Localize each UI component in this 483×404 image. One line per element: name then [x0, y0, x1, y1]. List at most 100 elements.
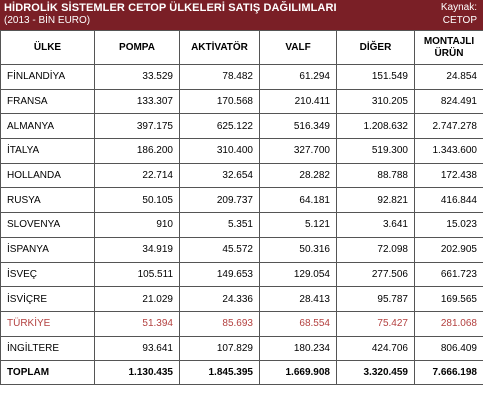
pompa-cell: 51.394: [94, 310, 180, 337]
valf-cell: 28.413: [259, 286, 337, 312]
total-diger-cell: 3.320.459: [336, 360, 415, 386]
diger-cell: 151.549: [336, 64, 415, 90]
pompa-cell: 186.200: [94, 138, 180, 164]
country-cell: TÜRKİYE: [0, 310, 95, 337]
pompa-cell: 910: [94, 212, 180, 238]
valf-cell: 5.121: [259, 212, 337, 238]
montajli-cell: 202.905: [414, 236, 483, 263]
total-aktivator-cell: 1.845.395: [179, 360, 260, 386]
diger-cell: 424.706: [336, 335, 415, 362]
table-row: RUSYA 50.105 209.737 64.181 92.821 416.844: [0, 187, 483, 214]
column-header-valf: VALF: [259, 30, 337, 65]
valf-cell: 516.349: [259, 113, 337, 140]
montajli-cell: 824.491: [414, 88, 483, 115]
country-cell: FİNLANDİYA: [0, 64, 95, 90]
aktivator-cell: 625.122: [179, 113, 260, 140]
montajli-cell: 1.343.600: [414, 138, 483, 164]
country-cell: HOLLANDA: [0, 162, 95, 189]
montajli-cell: 172.438: [414, 162, 483, 189]
table-row: İSVEÇ 105.511 149.653 129.054 277.506 661.723: [0, 261, 483, 288]
valf-cell: 61.294: [259, 64, 337, 90]
aktivator-cell: 24.336: [179, 286, 260, 312]
aktivator-cell: 45.572: [179, 236, 260, 263]
country-cell: SLOVENYA: [0, 212, 95, 238]
aktivator-cell: 209.737: [179, 187, 260, 214]
table-row: FİNLANDİYA 33.529 78.482 61.294 151.549 24.85…: [0, 64, 483, 90]
valf-cell: 68.554: [259, 310, 337, 337]
country-cell: İSVEÇ: [0, 261, 95, 288]
diger-cell: 75.427: [336, 310, 415, 337]
valf-cell: 210.411: [259, 88, 337, 115]
table-row: FRANSA 133.307 170.568 210.411 310.205 824.49…: [0, 88, 483, 115]
pompa-cell: 397.175: [94, 113, 180, 140]
montajli-cell: 24.854: [414, 64, 483, 90]
total-row: TOPLAM 1.130.435 1.845.395 1.669.908 3.320.4…: [0, 360, 483, 386]
valf-cell: 28.282: [259, 162, 337, 189]
diger-cell: 310.205: [336, 88, 415, 115]
source-value: CETOP: [442, 15, 477, 26]
diger-cell: 3.641: [336, 212, 415, 238]
pompa-cell: 133.307: [94, 88, 180, 115]
aktivator-cell: 85.693: [179, 310, 260, 337]
report-header: HİDROLİK SİSTEMLER CETOP ÜLKELERİ SATIŞ …: [0, 0, 483, 30]
country-cell: ALMANYA: [0, 113, 95, 140]
valf-cell: 327.700: [259, 138, 337, 164]
country-cell: İTALYA: [0, 138, 95, 164]
montajli-cell: 15.023: [414, 212, 483, 238]
table-row: İSVİÇRE 21.029 24.336 28.413 95.787 169.565: [0, 286, 483, 312]
aktivator-cell: 170.568: [179, 88, 260, 115]
diger-cell: 1.208.632: [336, 113, 415, 140]
sales-table: ÜLKE POMPA AKTİVATÖR VALF DİĞER MONTAJLI…: [0, 30, 483, 386]
table-body: FİNLANDİYA 33.529 78.482 61.294 151.549 24.85…: [0, 64, 483, 386]
table-row: ALMANYA 397.175 625.122 516.349 1.208.632 2.7…: [0, 113, 483, 140]
diger-cell: 95.787: [336, 286, 415, 312]
montajli-cell: 2.747.278: [414, 113, 483, 140]
aktivator-cell: 32.654: [179, 162, 260, 189]
valf-cell: 129.054: [259, 261, 337, 288]
diger-cell: 519.300: [336, 138, 415, 164]
diger-cell: 88.788: [336, 162, 415, 189]
diger-cell: 277.506: [336, 261, 415, 288]
table-header-row: ÜLKE POMPA AKTİVATÖR VALF DİĞER MONTAJLI…: [0, 30, 483, 65]
column-header-pompa: POMPA: [94, 30, 180, 65]
diger-cell: 72.098: [336, 236, 415, 263]
pompa-cell: 93.641: [94, 335, 180, 362]
country-cell: İSPANYA: [0, 236, 95, 263]
country-cell: İSVİÇRE: [0, 286, 95, 312]
total-pompa-cell: 1.130.435: [94, 360, 180, 386]
aktivator-cell: 107.829: [179, 335, 260, 362]
aktivator-cell: 310.400: [179, 138, 260, 164]
pompa-cell: 22.714: [94, 162, 180, 189]
column-header-country: ÜLKE: [0, 30, 95, 65]
report-subtitle: (2013 - BİN EURO): [4, 15, 91, 26]
montajli-cell: 169.565: [414, 286, 483, 312]
table-row: İNGİLTERE 93.641 107.829 180.234 424.706 806.…: [0, 335, 483, 362]
source-label: Kaynak:: [440, 2, 477, 13]
total-country-cell: TOPLAM: [0, 360, 95, 386]
column-header-montajli: MONTAJLI ÜRÜN: [414, 30, 483, 65]
diger-cell: 92.821: [336, 187, 415, 214]
country-cell: İNGİLTERE: [0, 335, 95, 362]
montajli-cell: 661.723: [414, 261, 483, 288]
aktivator-cell: 5.351: [179, 212, 260, 238]
table-row: İSPANYA 34.919 45.572 50.316 72.098 202.905: [0, 236, 483, 263]
report-title: HİDROLİK SİSTEMLER CETOP ÜLKELERİ SATIŞ …: [4, 2, 337, 14]
column-header-aktivator: AKTİVATÖR: [179, 30, 260, 65]
valf-cell: 180.234: [259, 335, 337, 362]
aktivator-cell: 149.653: [179, 261, 260, 288]
country-cell: FRANSA: [0, 88, 95, 115]
table-row: HOLLANDA 22.714 32.654 28.282 88.788 172.438: [0, 162, 483, 189]
pompa-cell: 105.511: [94, 261, 180, 288]
pompa-cell: 34.919: [94, 236, 180, 263]
valf-cell: 50.316: [259, 236, 337, 263]
montajli-cell: 416.844: [414, 187, 483, 214]
table-row: SLOVENYA 910 5.351 5.121 3.641 15.023: [0, 212, 483, 238]
montajli-cell: 281.068: [414, 310, 483, 337]
table-row: İTALYA 186.200 310.400 327.700 519.300 1.343.…: [0, 138, 483, 164]
montajli-cell: 806.409: [414, 335, 483, 362]
valf-cell: 64.181: [259, 187, 337, 214]
pompa-cell: 33.529: [94, 64, 180, 90]
pompa-cell: 21.029: [94, 286, 180, 312]
aktivator-cell: 78.482: [179, 64, 260, 90]
